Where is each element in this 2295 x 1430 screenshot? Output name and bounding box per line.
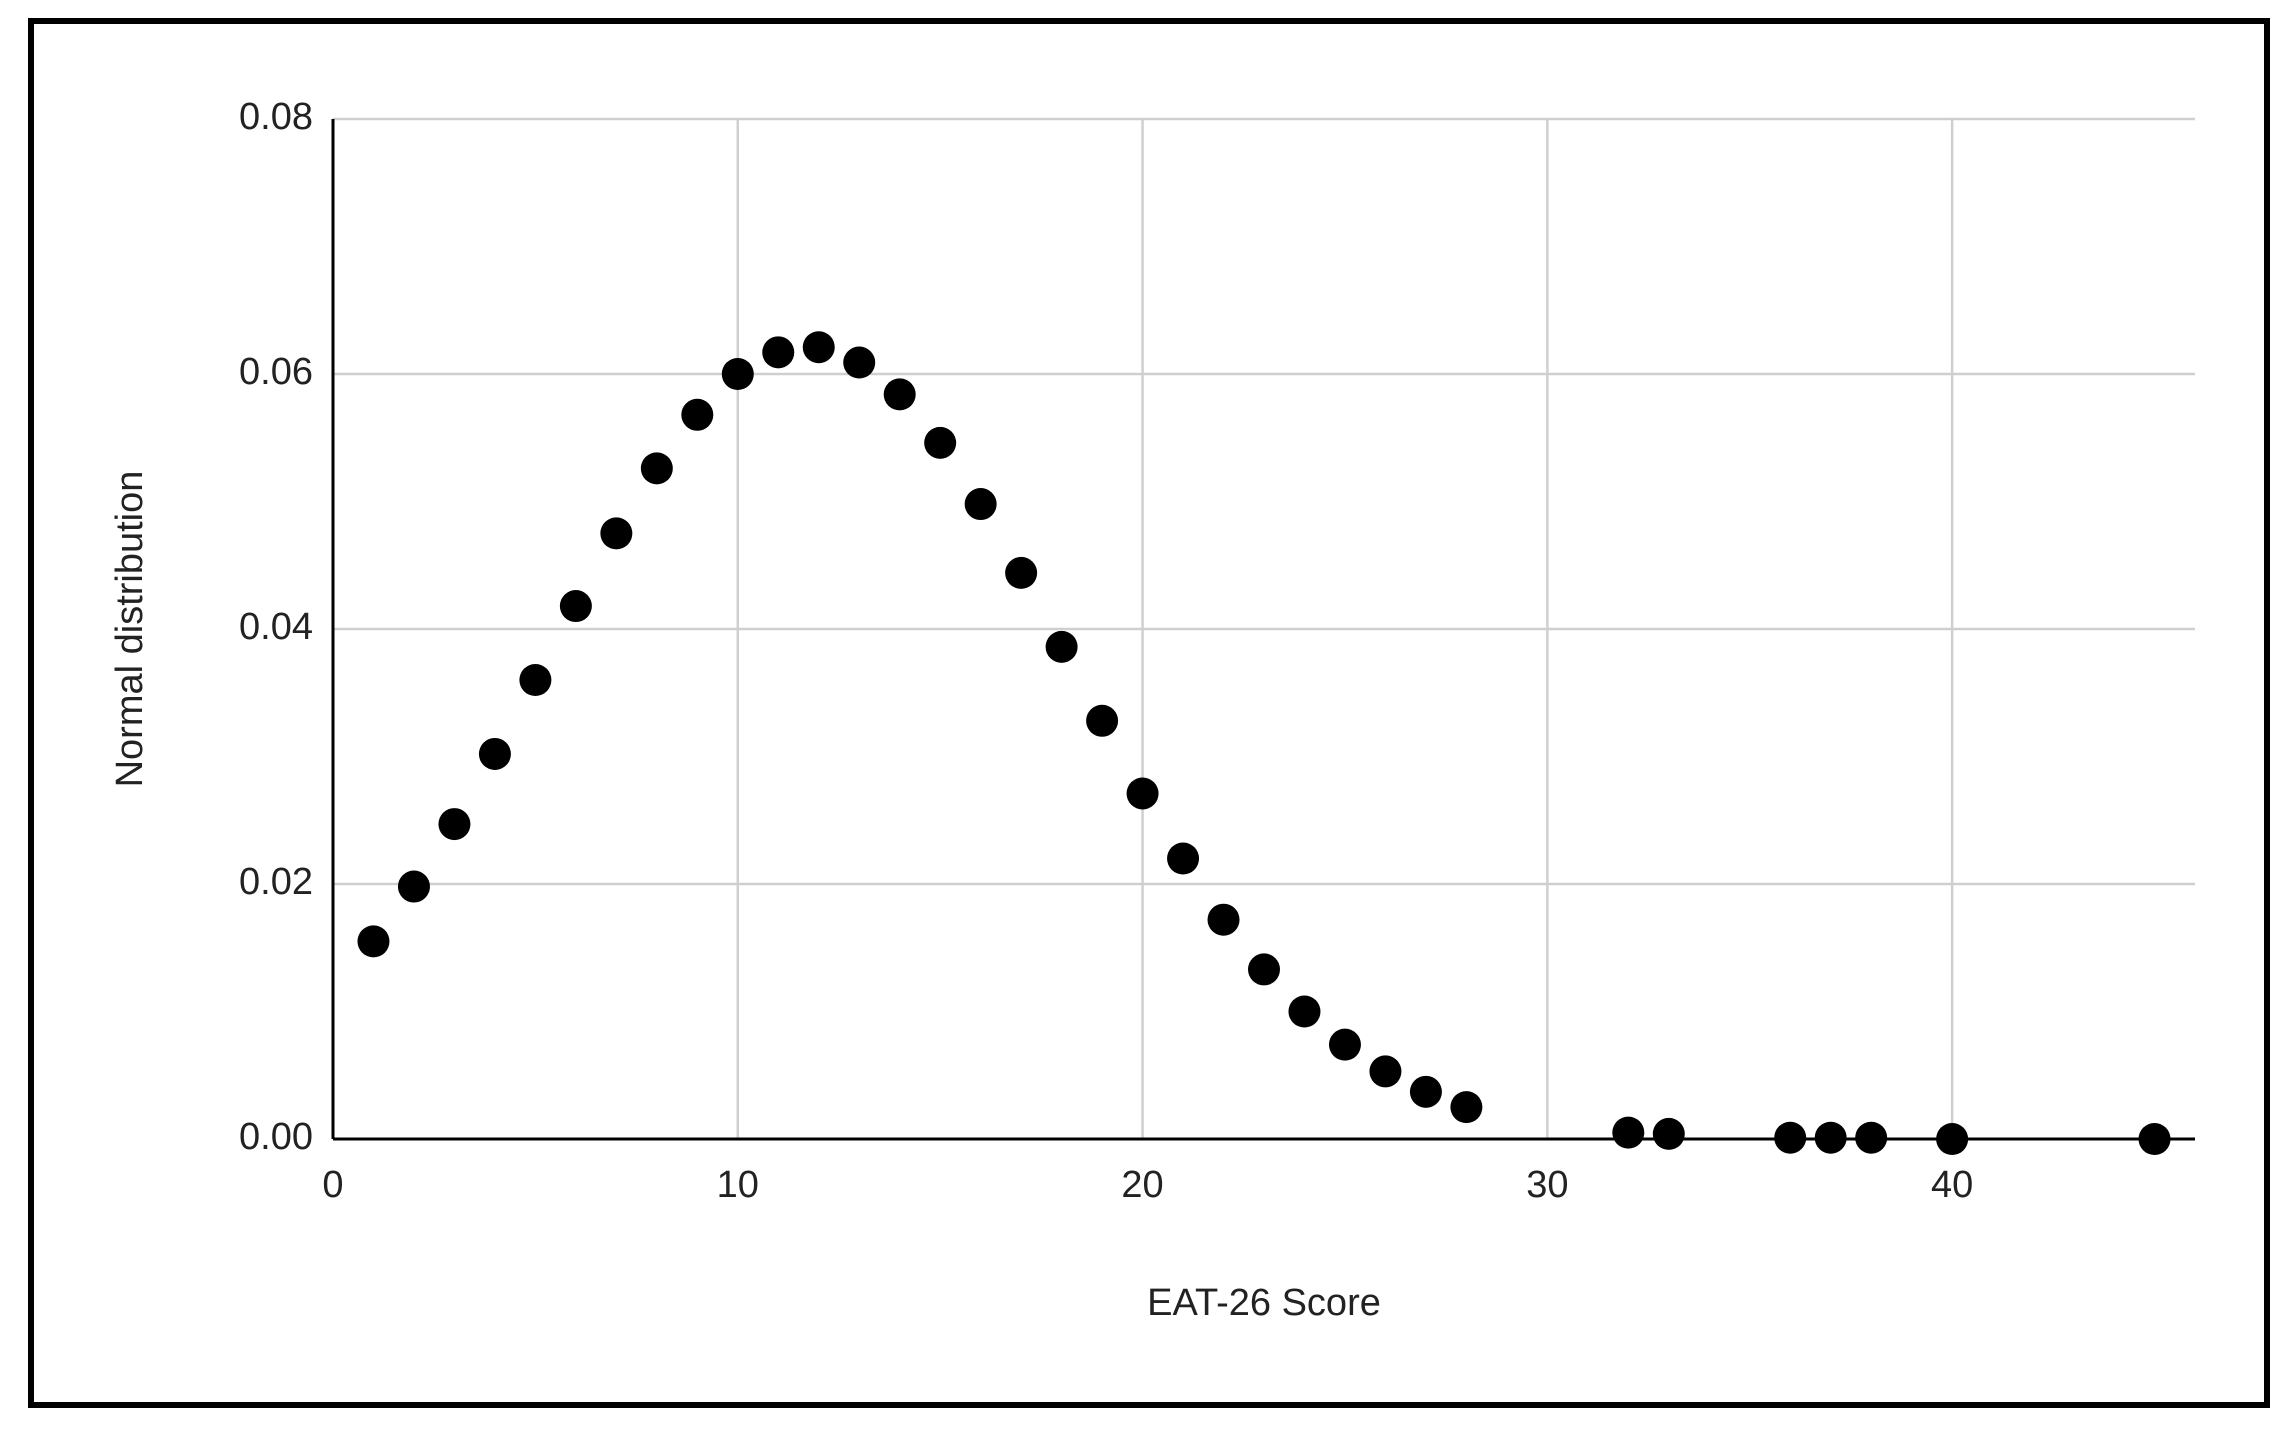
point (1369, 1055, 1402, 1088)
y-tick-label: 0.08 (239, 96, 313, 138)
point (964, 488, 997, 521)
point (681, 398, 714, 431)
point (762, 336, 795, 369)
point (1086, 704, 1119, 737)
point (519, 664, 552, 696)
y-tick-label: 0.04 (239, 606, 313, 648)
point (1612, 1116, 1645, 1149)
point (1005, 556, 1038, 589)
point (802, 331, 835, 364)
point (1328, 1028, 1361, 1061)
point (478, 737, 511, 770)
point (924, 426, 957, 459)
point (1652, 1117, 1685, 1150)
x-tick-label: 0 (322, 1164, 343, 1206)
point (438, 808, 471, 841)
point (1814, 1121, 1847, 1154)
x-tick-label: 10 (717, 1164, 759, 1206)
point (1207, 903, 1240, 936)
y-tick-label: 0.06 (239, 351, 313, 393)
point (1167, 842, 1200, 875)
y-tick-label: 0.00 (239, 1116, 313, 1158)
point (357, 925, 390, 958)
point (1288, 995, 1321, 1028)
x-tick-label: 20 (1121, 1164, 1163, 1206)
x-tick-label: 30 (1526, 1164, 1568, 1206)
point (640, 452, 673, 485)
point (1409, 1075, 1442, 1108)
point (1774, 1121, 1807, 1154)
point (843, 346, 876, 379)
point (2138, 1123, 2171, 1155)
point (883, 378, 916, 411)
point (397, 870, 430, 903)
y-axis-label: Normal distribution (109, 471, 151, 788)
point (559, 590, 592, 623)
point (1855, 1121, 1888, 1154)
point (1450, 1091, 1483, 1124)
point (1045, 630, 1078, 663)
x-axis-label: EAT-26 Score (1147, 1282, 1381, 1324)
point (600, 517, 633, 550)
y-tick-label: 0.02 (239, 861, 313, 903)
point (1126, 777, 1159, 810)
x-tick-label: 40 (1931, 1164, 1973, 1206)
frame (28, 18, 2270, 1408)
point (1936, 1123, 1969, 1155)
point (721, 358, 754, 390)
point (1248, 953, 1280, 986)
